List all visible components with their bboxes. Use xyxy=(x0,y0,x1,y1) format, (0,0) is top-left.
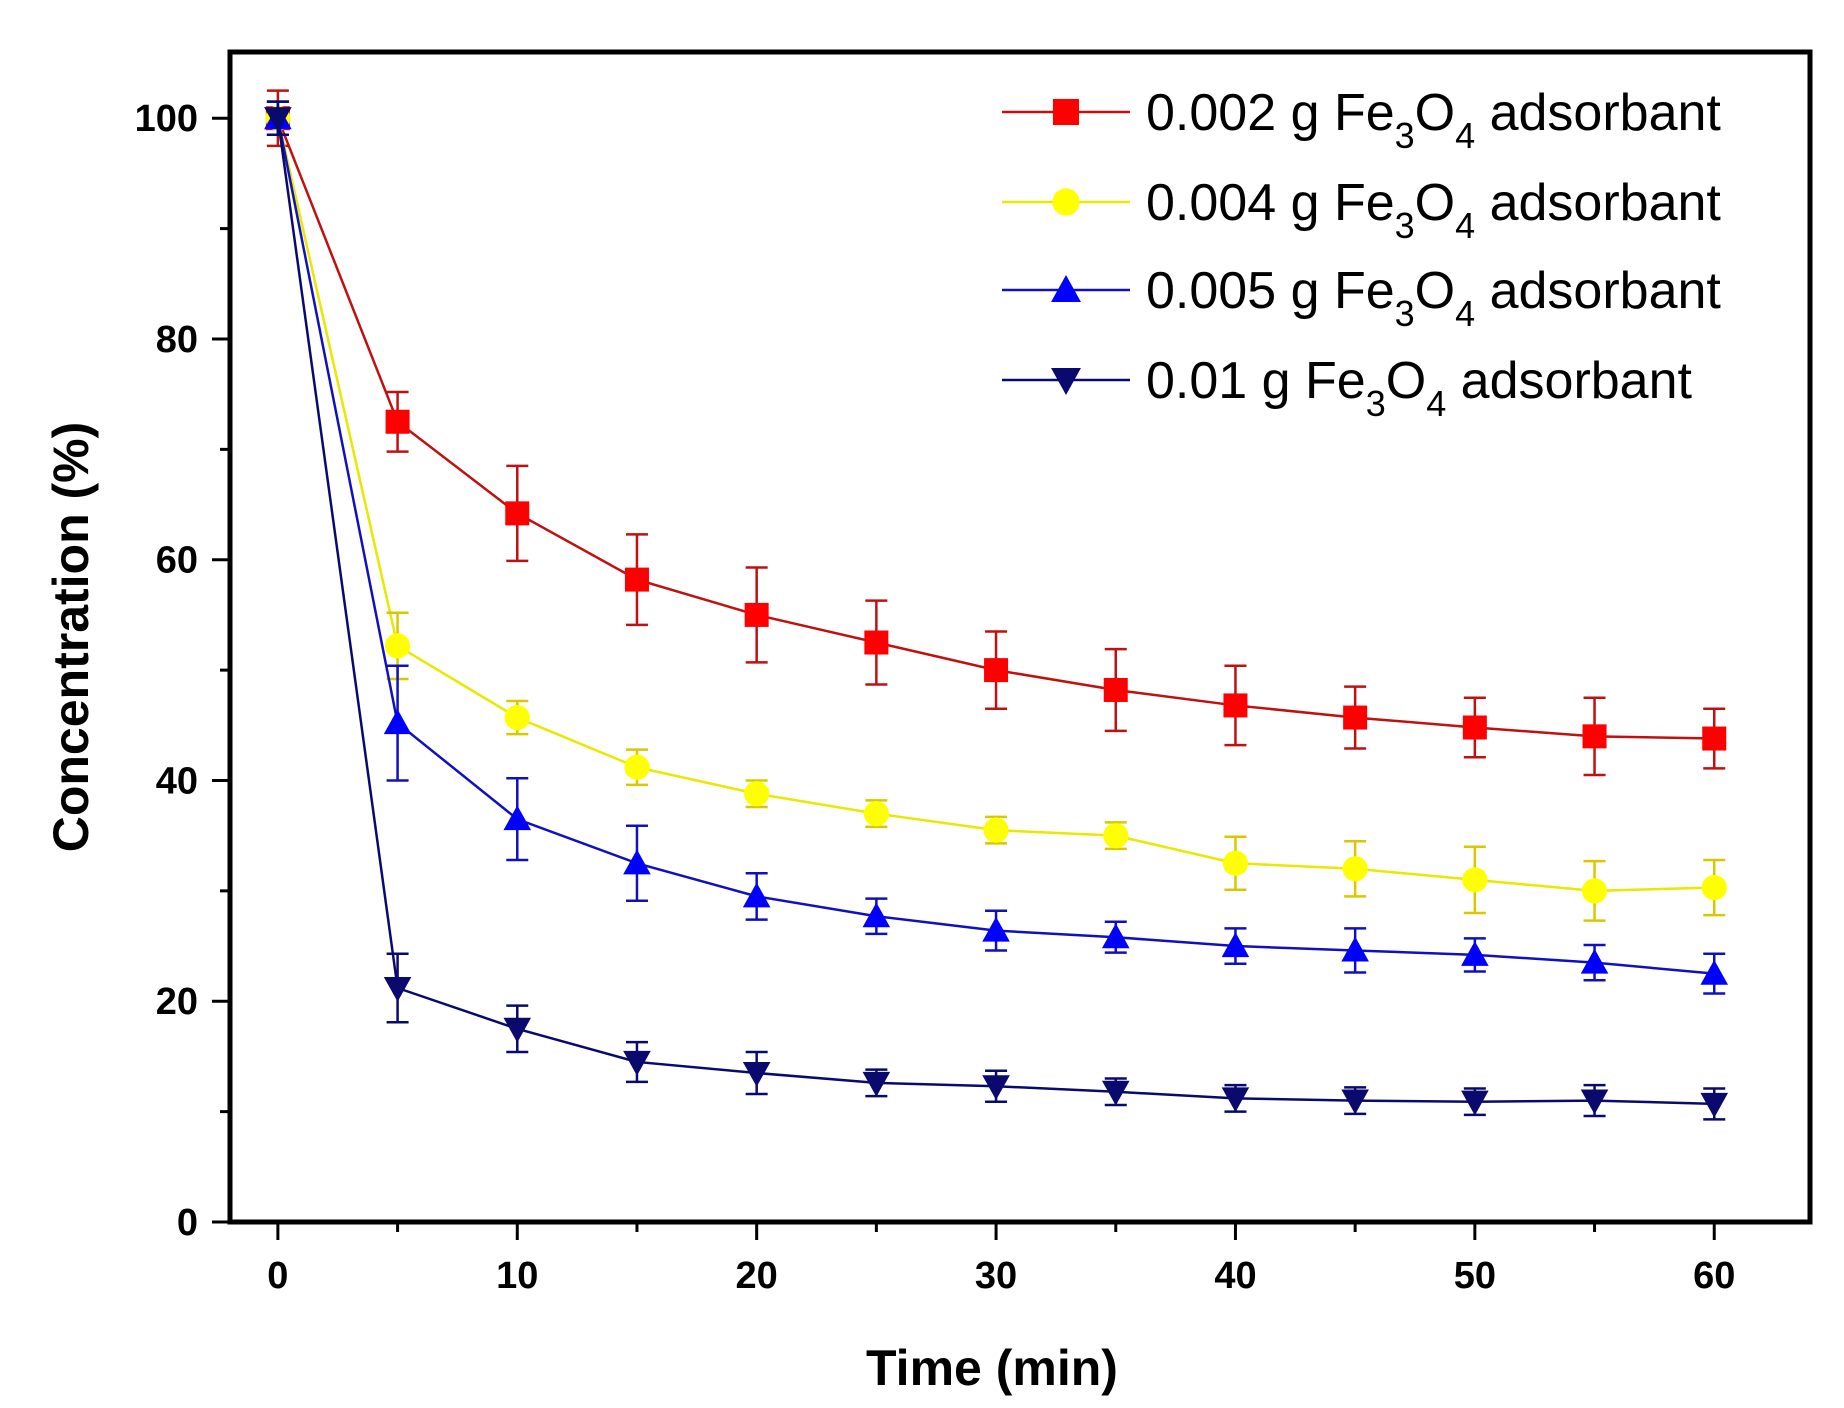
legend-label: 0.01 g Fe3O4 adsorbant xyxy=(1146,352,1693,424)
data-point xyxy=(504,704,530,731)
data-point xyxy=(1700,959,1729,985)
plot-frame xyxy=(227,49,1813,1225)
legend-marker xyxy=(1051,275,1081,302)
data-point xyxy=(864,630,889,655)
series-layer xyxy=(264,89,1729,1121)
x-tick-label: 40 xyxy=(1214,1255,1256,1297)
data-point xyxy=(1462,715,1487,740)
data-point xyxy=(624,567,649,592)
data-point xyxy=(983,817,1009,843)
legend-marker xyxy=(1052,188,1080,216)
y-tick-label: 0 xyxy=(177,1202,198,1244)
data-point xyxy=(1222,850,1249,876)
data-point xyxy=(1701,874,1727,901)
legend-item: 0.004 g Fe3O4 adsorbant xyxy=(1002,174,1721,246)
x-tick-label: 60 xyxy=(1693,1255,1735,1297)
data-point xyxy=(1702,726,1727,751)
data-point xyxy=(863,801,889,827)
y-tick-label: 20 xyxy=(156,981,198,1023)
data-point xyxy=(383,976,412,1002)
data-point xyxy=(1341,936,1369,962)
series-line xyxy=(276,117,1715,893)
data-point xyxy=(1461,941,1489,966)
legend-item: 0.002 g Fe3O4 adsorbant xyxy=(1002,84,1721,156)
data-point xyxy=(982,1075,1010,1101)
x-tick-label: 30 xyxy=(975,1255,1017,1297)
data-point xyxy=(1101,923,1130,949)
data-point xyxy=(1580,948,1609,974)
data-point xyxy=(1343,705,1368,730)
data-point xyxy=(1342,856,1368,882)
data-point xyxy=(503,805,532,831)
data-point xyxy=(1221,1087,1250,1113)
x-tick-label: 10 xyxy=(496,1255,538,1297)
data-point xyxy=(744,602,769,627)
legend-marker xyxy=(1053,99,1079,125)
x-axis-title: Time (min) xyxy=(866,1340,1118,1396)
data-point xyxy=(1101,1080,1130,1106)
legend-label: 0.002 g Fe3O4 adsorbant xyxy=(1146,84,1721,156)
data-point xyxy=(623,849,651,875)
y-tick-label: 60 xyxy=(156,540,198,582)
x-tick-label: 0 xyxy=(267,1255,288,1297)
data-point xyxy=(742,1061,771,1087)
data-point xyxy=(505,501,530,526)
legend-label: 0.004 g Fe3O4 adsorbant xyxy=(1146,174,1721,246)
legend: 0.002 g Fe3O4 adsorbant 0.004 g Fe3O4 ads… xyxy=(1002,84,1721,424)
data-point xyxy=(1462,867,1488,893)
data-point xyxy=(1341,1089,1369,1115)
legend-label: 0.005 g Fe3O4 adsorbant xyxy=(1146,262,1721,334)
legend-item: 0.01 g Fe3O4 adsorbant xyxy=(1002,352,1693,424)
data-point xyxy=(982,916,1010,942)
data-point xyxy=(744,781,770,807)
series-4 xyxy=(264,100,1729,1121)
data-point xyxy=(384,633,411,659)
data-point xyxy=(1103,823,1129,849)
legend-marker xyxy=(1051,368,1081,395)
data-point xyxy=(264,107,292,133)
y-tick-label: 80 xyxy=(156,319,198,361)
data-point xyxy=(1461,1090,1489,1116)
data-point xyxy=(742,882,771,908)
data-point xyxy=(1103,677,1128,702)
data-point xyxy=(385,409,410,434)
data-point xyxy=(503,1017,532,1043)
data-point xyxy=(1700,1092,1729,1118)
legend-item: 0.005 g Fe3O4 adsorbant xyxy=(1002,262,1721,334)
series-line xyxy=(276,117,1715,975)
data-point xyxy=(862,1071,891,1097)
data-point xyxy=(1221,932,1250,958)
data-point xyxy=(383,709,412,735)
series-3 xyxy=(264,100,1729,995)
y-tick-label: 40 xyxy=(156,760,198,802)
data-point xyxy=(1580,1089,1609,1115)
data-point xyxy=(1582,724,1607,749)
series-2 xyxy=(265,100,1727,922)
data-point xyxy=(984,658,1009,683)
y-tick-label: 100 xyxy=(135,98,198,140)
data-point xyxy=(1223,693,1248,718)
axes: 0 10 20 30 40 50 60 0 20 40 60 80 100 xyxy=(135,98,1736,1297)
data-point xyxy=(862,902,891,928)
data-point xyxy=(623,1050,651,1076)
y-axis-title: Concentration (%) xyxy=(43,422,99,853)
x-tick-label: 20 xyxy=(736,1255,778,1297)
data-point xyxy=(1581,878,1608,904)
x-tick-label: 50 xyxy=(1454,1255,1496,1297)
data-point xyxy=(624,754,650,780)
